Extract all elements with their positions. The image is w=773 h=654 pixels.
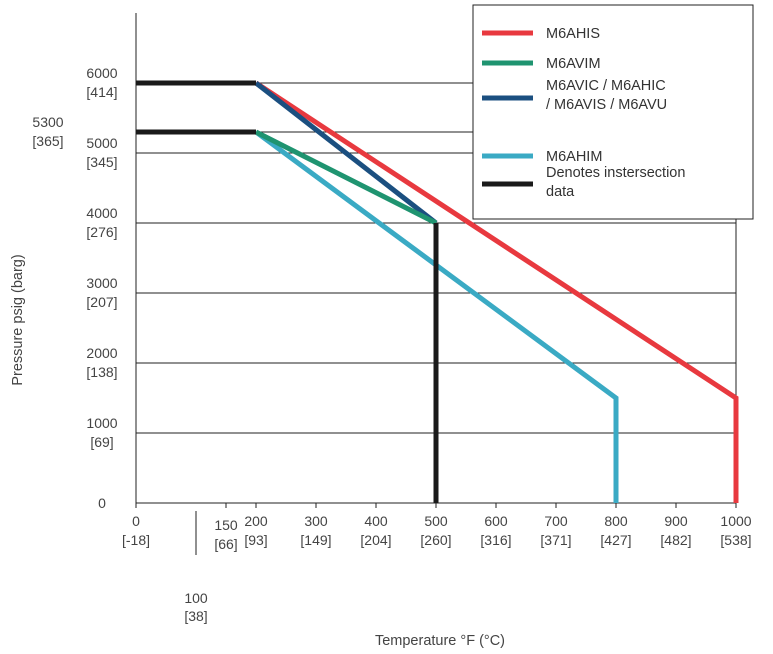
x-tick-label-300: 300 (304, 513, 328, 529)
y-tick-label-3000: 3000 (86, 275, 117, 291)
x-tick-label-900: 900 (664, 513, 688, 529)
y-tick-label-5000: 5000 (86, 135, 117, 151)
x-tick-label-700: 700 (544, 513, 568, 529)
x-tick-label-400: 400 (364, 513, 388, 529)
x-tick-sublabel-0: [-18] (122, 532, 150, 548)
series-m6avim (254, 129, 438, 226)
legend-label-0-0: M6AHIS (546, 26, 600, 42)
x-tick-sublabel-150: [66] (214, 536, 237, 552)
y-axis-title: Pressure psig (barg) (10, 254, 26, 385)
x-tick-sublabel-200: [93] (244, 532, 267, 548)
x-tick-sublabel-500: [260] (420, 532, 451, 548)
x-tick-label-0: 0 (132, 513, 140, 529)
y-tick-sublabel-6000: [414] (86, 84, 117, 100)
y-tick-label-5300: 5300 (32, 114, 63, 130)
y-tick-sublabel-5000: [345] (86, 154, 117, 170)
x-tick-sublabel-300: [149] (300, 532, 331, 548)
x-tick-label-150: 150 (214, 517, 238, 533)
y-tick-sublabel-3000: [207] (86, 294, 117, 310)
x-tick-label-200: 200 (244, 513, 268, 529)
x-tick-sublabel-100: [38] (184, 608, 207, 624)
y-tick-label-1000: 1000 (86, 415, 117, 431)
y-tick-sublabel-4000: [276] (86, 224, 117, 240)
x-tick-label-800: 800 (604, 513, 628, 529)
legend-label-4-0: Denotes instersection (546, 165, 685, 181)
x-tick-label-100: 100 (184, 590, 208, 606)
x-tick-sublabel-600: [316] (480, 532, 511, 548)
x-tick-sublabel-700: [371] (540, 532, 571, 548)
y-tick-sublabel-1000: [69] (90, 434, 113, 450)
x-tick-label-1000: 1000 (720, 513, 751, 529)
x-tick-label-600: 600 (484, 513, 508, 529)
y-tick-sublabel-5300: [365] (32, 133, 63, 149)
legend-label-2-1: / M6AVIS / M6AVU (546, 97, 667, 113)
y-tick-label-0: 0 (98, 495, 106, 511)
series-m6avic-m6ahic-m6avis-m6avu (254, 81, 438, 225)
legend-label-3-0: M6AHIM (546, 149, 602, 165)
y-tick-label-4000: 4000 (86, 205, 117, 221)
x-tick-sublabel-1000: [538] (720, 532, 751, 548)
x-tick-label-500: 500 (424, 513, 448, 529)
x-tick-sublabel-800: [427] (600, 532, 631, 548)
y-tick-label-6000: 6000 (86, 65, 117, 81)
legend-label-1-0: M6AVIM (546, 56, 601, 72)
x-tick-sublabel-900: [482] (660, 532, 691, 548)
x-axis-title: Temperature °F (°C) (375, 633, 505, 649)
x-tick-sublabel-400: [204] (360, 532, 391, 548)
series-m6ahis (254, 80, 739, 503)
series-lines (136, 80, 739, 503)
series-m6ahim (254, 129, 619, 503)
tick-labels: 0 [-18] 100 [38] 150 [66] 200 [93] 300 [149] 400 [2… (32, 65, 751, 624)
legend-label-4-1: data (546, 184, 575, 200)
y-tick-label-2000: 2000 (86, 345, 117, 361)
legend: M6AHIS M6AVIM M6AVIC / M6AHIC / M6AVIS / M6… (472, 4, 754, 220)
legend-label-2-0: M6AVIC / M6AHIC (546, 78, 666, 94)
y-tick-sublabel-2000: [138] (86, 364, 117, 380)
